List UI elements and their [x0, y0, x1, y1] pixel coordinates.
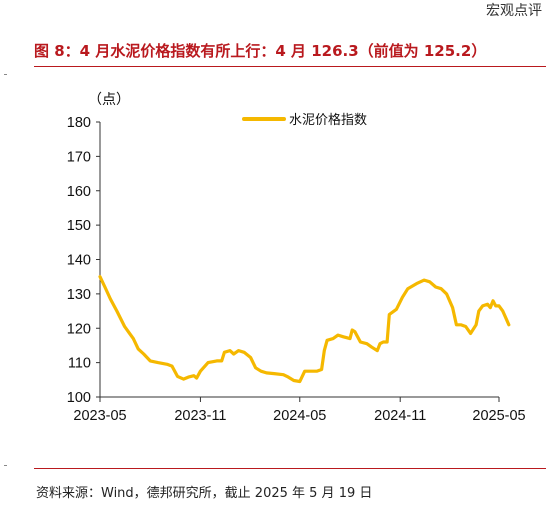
series-line	[98, 275, 511, 384]
margin-mark	[4, 74, 7, 75]
y-tick-label: 170	[67, 149, 91, 165]
y-axis-unit-label: （点）	[88, 92, 130, 108]
series-group	[98, 275, 511, 384]
x-tick-label: 2024-05	[273, 408, 326, 424]
y-tick-label: 100	[67, 390, 91, 406]
title-divider	[34, 66, 546, 67]
y-axis-ticks: 100 110 120 130 140 150 160 170 180	[67, 115, 100, 406]
y-tick-label: 150	[67, 218, 91, 234]
margin-mark	[4, 465, 7, 466]
y-tick-label: 180	[67, 115, 91, 131]
x-tick-label: 2023-05	[73, 408, 126, 424]
y-tick-label: 140	[67, 253, 91, 269]
y-tick-label: 160	[67, 184, 91, 200]
y-tick-label: 120	[67, 321, 91, 337]
x-tick-label: 2024-11	[374, 408, 426, 424]
legend-label: 水泥价格指数	[289, 112, 367, 128]
legend: 水泥价格指数	[242, 112, 367, 128]
x-tick-label: 2025-05	[472, 408, 525, 424]
report-section-tag: 宏观点评	[486, 3, 542, 19]
x-tick-label: 2023-11	[174, 408, 226, 424]
x-axis-ticks: 2023-05 2023-11 2024-05 2024-11 2025-05	[73, 397, 526, 424]
footer-divider	[34, 468, 546, 469]
source-note: 资料来源：Wind，德邦研究所，截止 2025 年 5 月 19 日	[36, 486, 373, 501]
figure-title: 图 8：4 月水泥价格指数有所上行：4 月 126.3（前值为 125.2）	[34, 42, 487, 60]
y-tick-label: 110	[68, 356, 91, 372]
y-tick-label: 130	[67, 287, 91, 303]
